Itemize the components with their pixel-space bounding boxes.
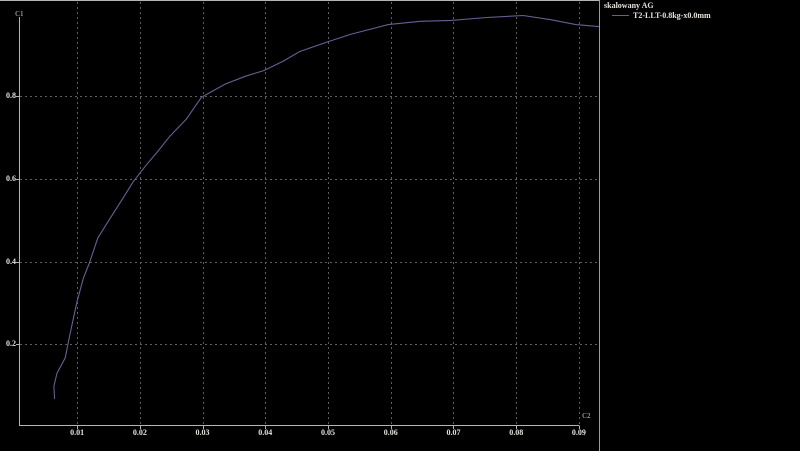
x-tick-label: 0.06 [383,428,398,437]
y-tick-label: 0.2 [6,339,16,349]
tick-marks [16,96,580,429]
x-tick-label: 0.07 [446,428,461,437]
y-tick-label: 0.8 [6,91,16,101]
data-curve [53,14,600,399]
x-tick-label: 0.02 [132,428,147,437]
axes [0,0,600,451]
gridlines [20,2,599,426]
x-tick-label: 0.05 [321,428,335,437]
x-tick-label: 0.09 [571,428,586,437]
x-axis-unit-label: C2 [582,412,591,420]
y-tick-label: 0.4 [6,256,16,266]
x-tick-label: 0.01 [70,428,85,437]
legend-series-label: T2-LLT-0.8kg-x0.0mm [633,11,711,20]
x-tick-label: 0.08 [509,428,524,437]
y-axis-unit-label: C1 [15,10,24,18]
legend-entry: T2-LLT-0.8kg-x0.0mm [604,11,711,20]
legend-line-sample-icon [612,15,629,16]
legend-title: skalowany AG [604,1,654,10]
x-tick-label: 0.03 [195,428,210,437]
x-tick-label: 0.04 [258,428,273,437]
y-tick-label: 0.6 [6,173,16,183]
legend: skalowany AG T2-LLT-0.8kg-x0.0mm [604,1,711,20]
